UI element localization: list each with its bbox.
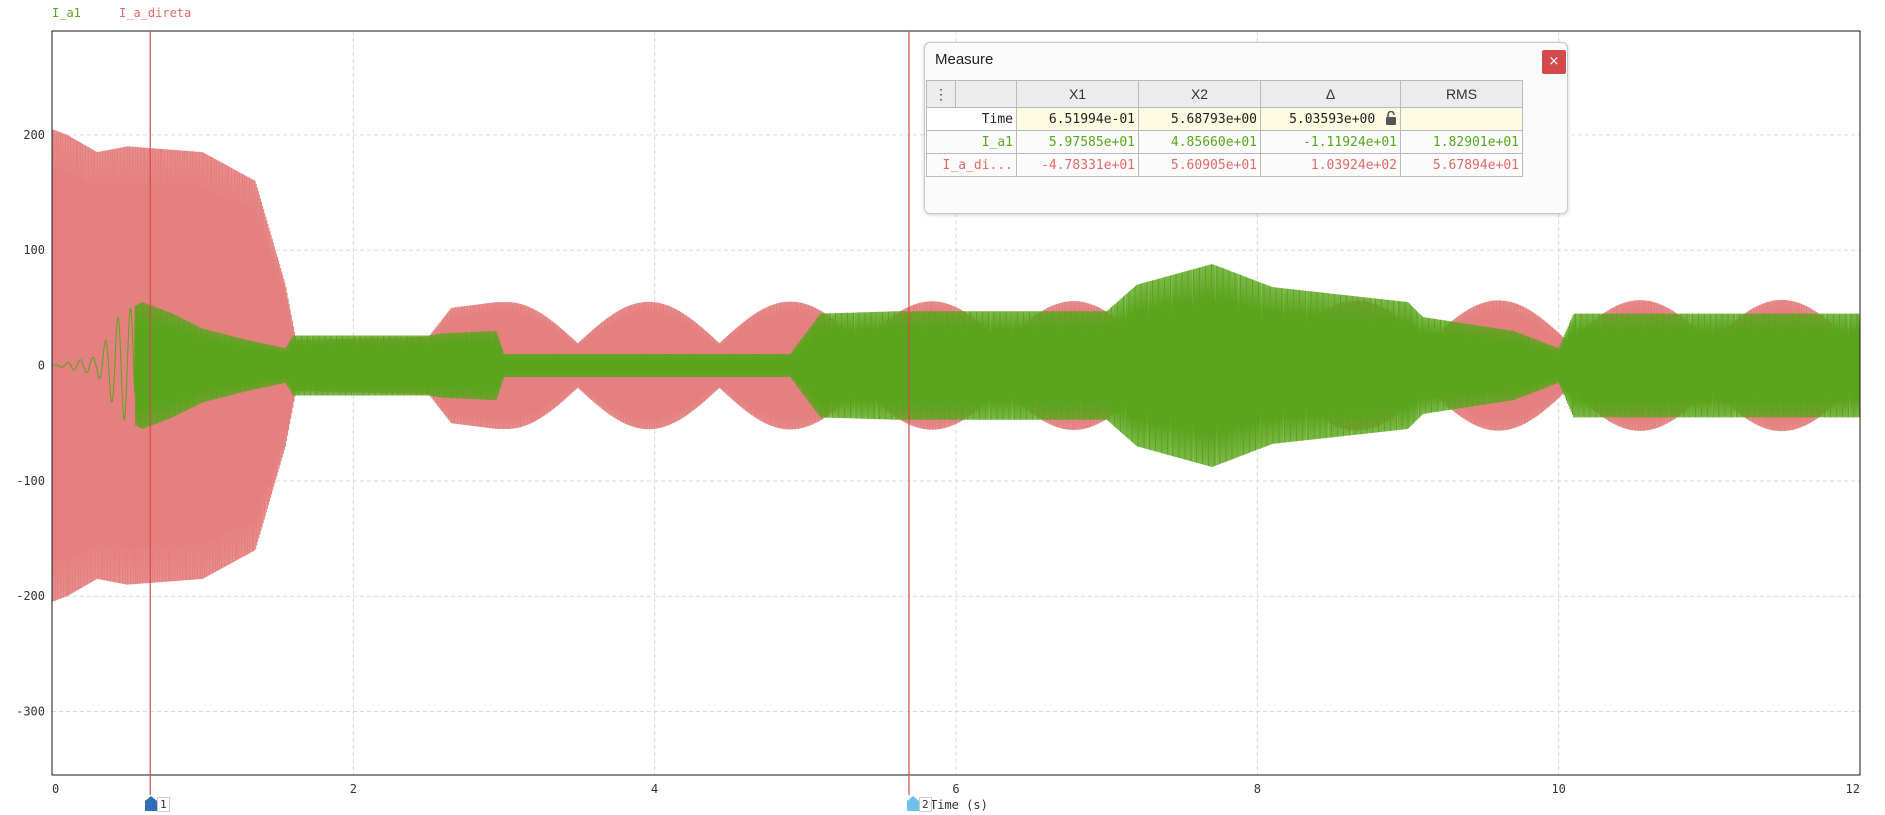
- cursor-1-label: 1: [157, 797, 170, 812]
- menu-button[interactable]: ⋮: [926, 80, 956, 108]
- header-x1[interactable]: X1: [1016, 80, 1139, 108]
- table-row-i-a1: I_a1 5.97585e+01 4.85660e+01 -1.11924e+0…: [926, 130, 1523, 154]
- header-rms[interactable]: RMS: [1400, 80, 1523, 108]
- legend-label: I_a_direta: [119, 6, 192, 20]
- legend-item-i-a-direta: I_a_direta: [119, 6, 191, 20]
- row-label: I_a_di...: [926, 153, 1017, 177]
- x-axis-label: Time (s): [930, 798, 988, 812]
- y-tick-label: -200: [16, 589, 45, 603]
- cell-rms: 1.82901e+01: [1400, 130, 1523, 154]
- cell-delta[interactable]: 5.03593e+00: [1260, 107, 1401, 131]
- measure-panel[interactable]: Measure × ⋮ X1 X2 Δ RMS Time 6.51994e-01…: [924, 42, 1568, 214]
- cell-x2: 5.60905e+01: [1138, 153, 1261, 177]
- row-label: Time: [926, 107, 1017, 131]
- cell-rms: 5.67894e+01: [1400, 153, 1523, 177]
- legend-label: I_a1: [52, 6, 81, 20]
- y-tick-label: 0: [38, 359, 45, 373]
- x-tick-label: 8: [1254, 782, 1261, 796]
- series-line-i-a1: [52, 264, 1861, 468]
- cell-x1[interactable]: 6.51994e-01: [1016, 107, 1139, 131]
- x-tick-label: 0: [52, 782, 59, 796]
- x-tick-label: 6: [952, 782, 959, 796]
- plot-frame: [51, 30, 1861, 776]
- cell-x1: 5.97585e+01: [1016, 130, 1139, 154]
- cursor-1-handle[interactable]: [145, 796, 157, 811]
- measure-table: ⋮ X1 X2 Δ RMS Time 6.51994e-01 5.68793e+…: [926, 80, 1523, 177]
- x-tick-label: 10: [1551, 782, 1565, 796]
- close-icon: ×: [1548, 54, 1560, 69]
- legend-item-i-a1: I_a1: [52, 6, 81, 20]
- y-tick-label: -300: [16, 705, 45, 719]
- cell-delta: 1.03924e+02: [1260, 153, 1401, 177]
- cell-x2: 4.85660e+01: [1138, 130, 1261, 154]
- y-tick-label: 100: [23, 243, 45, 257]
- measure-title: Measure: [935, 51, 994, 68]
- lock-open-icon[interactable]: [1385, 110, 1397, 125]
- header-delta[interactable]: Δ: [1260, 80, 1401, 108]
- cell-delta: -1.11924e+01: [1260, 130, 1401, 154]
- menu-dots-icon: ⋮: [934, 86, 948, 102]
- x-tick-label: 12: [1846, 782, 1860, 796]
- x-tick-label: 2: [350, 782, 357, 796]
- cell-x2[interactable]: 5.68793e+00: [1138, 107, 1261, 131]
- table-row-i-a-direta: I_a_di... -4.78331e+01 5.60905e+01 1.039…: [926, 153, 1523, 177]
- table-row-time: Time 6.51994e-01 5.68793e+00 5.03593e+00: [926, 107, 1523, 131]
- header-blank: [955, 80, 1017, 108]
- y-tick-label: 200: [23, 128, 45, 142]
- cursor-2-label: 2: [919, 797, 932, 812]
- measure-header-row: ⋮ X1 X2 Δ RMS: [926, 80, 1523, 108]
- cell-delta-value: 5.03593e+00: [1289, 112, 1376, 127]
- cell-x1: -4.78331e+01: [1016, 153, 1139, 177]
- row-label: I_a1: [926, 130, 1017, 154]
- x-tick-label: 4: [651, 782, 658, 796]
- cell-rms: [1400, 107, 1523, 131]
- close-button[interactable]: ×: [1542, 50, 1566, 74]
- y-tick-label: -100: [16, 474, 45, 488]
- header-x2[interactable]: X2: [1138, 80, 1261, 108]
- cursor-2-handle[interactable]: [907, 796, 919, 811]
